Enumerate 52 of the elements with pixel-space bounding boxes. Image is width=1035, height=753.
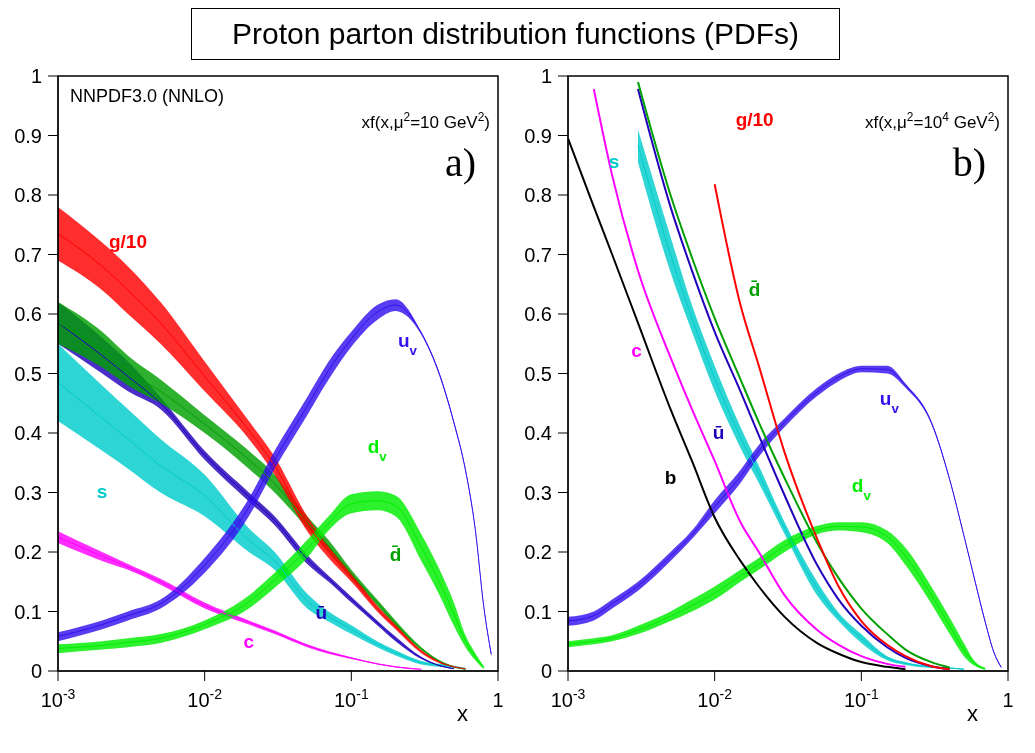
y-tick-label: 0.3 — [524, 481, 552, 504]
y-tick-label: 1 — [540, 65, 552, 87]
x-tick-label: 1 — [492, 689, 504, 711]
y-tick-label: 0.9 — [14, 124, 42, 147]
y-tick-label: 0.8 — [524, 184, 552, 206]
text: s — [96, 481, 108, 503]
y-tick-label: 0.5 — [524, 362, 552, 385]
y-tick-label: 0.8 — [14, 184, 42, 206]
x-tick-label: 10$^{-1}$ — [843, 686, 879, 711]
series-label: g/10 — [108, 231, 147, 253]
y-tick-label: 0.2 — [14, 541, 42, 563]
annotation: xf(x,μ$^{2}$=10$^{4}$ GeV$^{2}$) — [864, 110, 1000, 132]
series-label: c — [243, 631, 255, 653]
y-tick-label: 0.3 — [14, 481, 42, 504]
x-axis-title: x — [967, 701, 978, 726]
annotation: NNPDF3.0 (NNLO) — [70, 86, 225, 106]
y-tick-label: 0.1 — [524, 600, 552, 623]
y-tick-label: 0.6 — [524, 303, 552, 325]
x-tick-label: 10$^{-1}$ — [333, 686, 369, 711]
series-label: d$_{v}$ — [367, 435, 388, 464]
series-label: d̄ — [389, 544, 402, 566]
y-tick-label: 0.4 — [524, 422, 552, 444]
y-tick-label: 0.1 — [14, 600, 42, 623]
series-label: c — [631, 340, 643, 362]
chart-title: Proton parton distribution functions (PDFs) — [191, 8, 840, 60]
y-tick-label: 0.6 — [14, 303, 42, 325]
y-tick-label: 0.4 — [14, 422, 42, 444]
y-tick-label: 0.5 — [14, 362, 42, 385]
annotation: b) — [952, 140, 986, 185]
x-tick-label: 10$^{-2}$ — [697, 686, 733, 711]
annotation: a) — [444, 140, 476, 185]
series-label: u$_{v}$ — [879, 387, 900, 416]
x-tick-label: 10$^{-3}$ — [40, 686, 76, 711]
text: g/10 — [735, 109, 774, 131]
y-tick-label: 0.7 — [524, 243, 552, 266]
x-tick-label: 1 — [1002, 689, 1014, 711]
y-tick-label: 1 — [30, 65, 42, 87]
series-label: ū — [712, 422, 725, 444]
annotation: xf(x,μ$^{2}$=10 GeV$^{2}$) — [361, 110, 490, 132]
y-tick-label: 0 — [30, 660, 42, 682]
x-tick-label: 10$^{-2}$ — [187, 686, 223, 711]
y-tick-label: 0.7 — [14, 243, 42, 266]
y-tick-label: 0 — [540, 660, 552, 682]
series-label: d$_{v}$ — [851, 475, 872, 503]
series-label: s — [608, 150, 620, 172]
text: d̄ — [748, 279, 761, 301]
series-label: u$_{v}$ — [397, 330, 418, 358]
x-axis-title: x — [457, 701, 468, 726]
series-label: b — [664, 467, 677, 489]
y-tick-label: 0.2 — [524, 541, 552, 563]
x-tick-label: 10$^{-3}$ — [550, 686, 586, 711]
y-tick-label: 0.9 — [524, 124, 552, 147]
